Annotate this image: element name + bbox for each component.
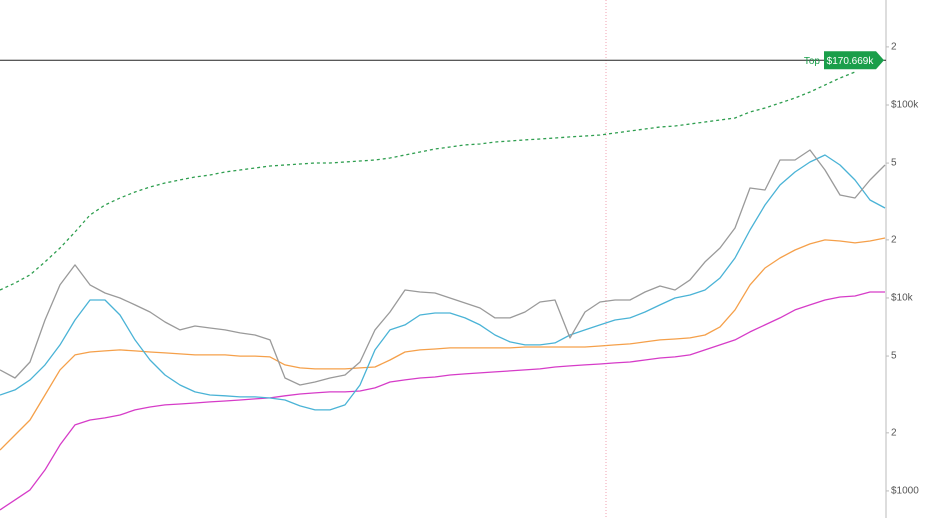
series-line (0, 71, 856, 291)
y-tick-label: 2 (891, 42, 897, 53)
y-tick-label: 2 (891, 427, 897, 438)
series-line (0, 237, 886, 451)
top-value-box (824, 51, 884, 70)
top-value-label: $170.669k (827, 56, 875, 67)
y-tick-label: $1000 (891, 486, 919, 497)
y-tick-label: 2 (891, 235, 897, 246)
series-line (0, 291, 885, 511)
top-name: Top (804, 56, 821, 67)
y-tick-label: $100k (891, 100, 919, 111)
y-tick-label: 5 (891, 351, 897, 362)
series-line (0, 154, 886, 411)
y-tick-label: $10k (891, 293, 914, 304)
y-tick-label: 5 (891, 158, 897, 169)
series-line (0, 149, 886, 386)
